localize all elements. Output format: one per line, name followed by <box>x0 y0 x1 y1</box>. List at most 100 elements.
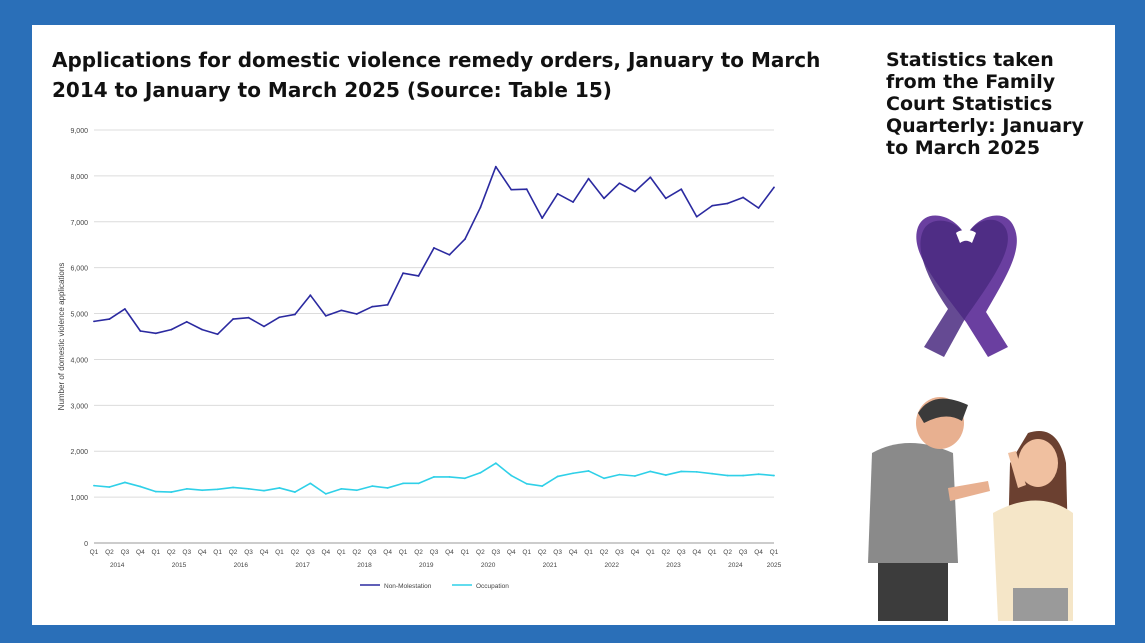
x-tick-label: Q1 <box>461 549 470 556</box>
data-point <box>587 177 590 180</box>
x-tick-label: Q3 <box>553 549 562 556</box>
series-line-1 <box>93 462 775 495</box>
data-point <box>448 253 451 256</box>
x-tick-label: Q3 <box>615 549 624 556</box>
data-point <box>294 491 296 493</box>
data-point <box>726 202 729 205</box>
x-tick-label: Q4 <box>198 549 207 556</box>
x-tick-label: Q2 <box>352 549 361 556</box>
data-point <box>232 318 234 320</box>
x-tick-label: Q3 <box>182 549 191 556</box>
data-point <box>263 489 265 492</box>
x-tick-label: Q2 <box>476 549 485 556</box>
data-point <box>201 328 204 331</box>
data-point <box>541 485 544 487</box>
x-tick-label: Q2 <box>661 549 670 556</box>
x-tick-label: Q3 <box>430 549 439 556</box>
data-point <box>278 487 281 489</box>
data-point <box>124 481 126 484</box>
y-tick-label: 2,000 <box>70 449 88 456</box>
data-point <box>124 308 126 310</box>
data-point <box>371 485 374 487</box>
data-point <box>201 489 204 492</box>
data-point <box>170 491 173 493</box>
data-point <box>664 197 667 200</box>
x-tick-label: Q1 <box>584 549 593 556</box>
x-year-label: 2018 <box>357 562 372 569</box>
series-line-0 <box>93 165 775 336</box>
data-point <box>634 475 636 477</box>
data-point <box>108 486 111 488</box>
data-point <box>525 482 528 485</box>
x-tick-label: Q3 <box>306 549 315 556</box>
y-tick-label: 8,000 <box>70 174 88 181</box>
x-tick-label: Q4 <box>507 549 516 556</box>
data-point <box>232 486 234 489</box>
x-tick-label: Q4 <box>136 549 145 556</box>
data-point <box>309 482 312 485</box>
x-tick-label: Q2 <box>538 549 547 556</box>
data-point <box>154 332 157 335</box>
x-year-label: 2022 <box>604 562 619 569</box>
data-point <box>479 206 482 209</box>
data-point <box>726 474 729 477</box>
x-tick-label: Q1 <box>213 549 222 556</box>
data-point <box>742 196 744 199</box>
data-point <box>448 476 451 478</box>
x-year-label: 2023 <box>666 562 681 569</box>
data-point <box>402 482 404 485</box>
y-tick-label: 3,000 <box>70 403 88 410</box>
x-tick-label: Q2 <box>291 549 300 556</box>
data-point <box>340 309 343 312</box>
x-year-label: 2021 <box>543 562 558 569</box>
data-point <box>664 474 667 476</box>
x-tick-label: Q4 <box>754 549 763 556</box>
data-point <box>386 487 389 489</box>
data-point <box>510 474 513 477</box>
data-point <box>680 188 683 191</box>
data-point <box>355 489 358 492</box>
x-year-label: 2014 <box>110 562 125 569</box>
data-point <box>185 320 188 323</box>
data-point <box>618 182 621 185</box>
x-tick-label: Q1 <box>646 549 655 556</box>
data-point <box>773 186 775 189</box>
data-point <box>216 333 219 336</box>
x-year-label: 2019 <box>419 562 434 569</box>
data-point <box>479 471 482 474</box>
data-point <box>139 485 142 488</box>
data-point <box>340 487 343 490</box>
data-point <box>525 188 528 191</box>
x-tick-label: Q2 <box>600 549 609 556</box>
data-point <box>494 462 497 465</box>
data-point <box>695 470 698 473</box>
data-point <box>773 474 775 477</box>
source-note: Statistics taken from the Family Court S… <box>886 49 1084 159</box>
x-tick-label: Q1 <box>522 549 531 556</box>
data-point <box>108 318 111 320</box>
data-point <box>603 477 605 480</box>
data-point <box>402 272 404 275</box>
data-point <box>247 316 250 319</box>
data-point <box>634 190 636 193</box>
x-year-label: 2024 <box>728 562 743 569</box>
data-point <box>170 328 173 331</box>
data-point <box>711 472 714 475</box>
data-point <box>93 484 95 487</box>
legend-label: Occupation <box>476 583 509 590</box>
x-tick-label: Q1 <box>708 549 717 556</box>
data-point <box>433 476 435 478</box>
data-point <box>649 176 652 179</box>
x-year-label: 2017 <box>295 562 310 569</box>
data-point <box>386 303 389 306</box>
data-point <box>355 313 358 315</box>
data-point <box>154 490 157 493</box>
data-point <box>371 305 374 308</box>
data-point <box>649 470 652 473</box>
data-point <box>464 238 466 241</box>
x-tick-label: Q1 <box>90 549 99 556</box>
data-point <box>618 473 621 476</box>
data-point <box>757 207 760 209</box>
x-tick-label: Q4 <box>383 549 392 556</box>
data-point <box>433 247 435 249</box>
